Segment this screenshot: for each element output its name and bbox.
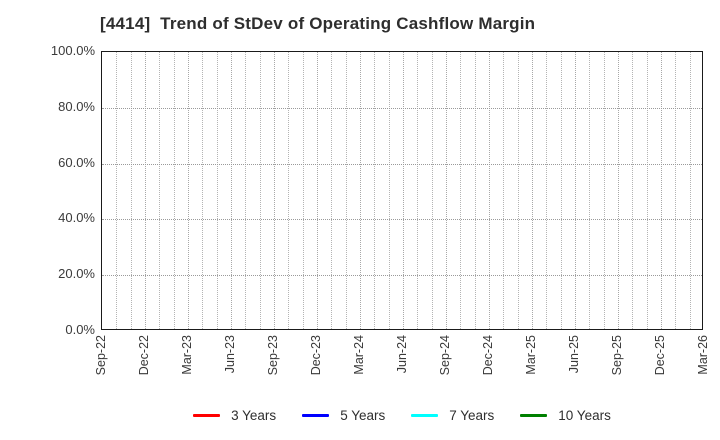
gridline-v (188, 52, 189, 329)
legend-swatch (302, 413, 330, 417)
x-tick-label: Jun-23 (223, 335, 237, 374)
gridline-v (546, 52, 548, 329)
gridline-v (646, 52, 648, 329)
gridline-v (431, 52, 433, 329)
x-tick-label: Dec-22 (137, 335, 151, 376)
x-tick-label: Dec-23 (309, 335, 323, 376)
x-tick-label: Dec-25 (653, 335, 667, 376)
gridline-h (102, 163, 702, 165)
gridline-v (374, 52, 376, 329)
gridline-v (603, 52, 605, 329)
gridline-v (517, 52, 519, 329)
chart-title: [4414] Trend of StDev of Operating Cashf… (100, 14, 536, 33)
gridline-v (317, 52, 318, 329)
gridline-v (532, 52, 533, 329)
gridline-v (259, 52, 261, 329)
gridline-h (102, 107, 702, 109)
x-tick-label: Mar-24 (352, 335, 366, 375)
gridline-v (503, 52, 505, 329)
x-tick-label: Sep-25 (610, 335, 624, 376)
gridline-v (403, 52, 404, 329)
gridline-v (675, 52, 677, 329)
gridline-v (460, 52, 462, 329)
y-tick-label: 100.0% (50, 43, 95, 58)
legend-item: 3 Years (193, 408, 276, 423)
gridline-v (159, 52, 161, 329)
legend-swatch (520, 413, 548, 417)
gridline-v (145, 52, 146, 329)
legend-swatch (411, 413, 439, 417)
gridline-v (446, 52, 447, 329)
x-tick-label: Sep-22 (94, 335, 108, 376)
legend-label: 3 Years (231, 407, 277, 423)
gridline-v (202, 52, 204, 329)
gridline-v (417, 52, 419, 329)
gridline-v (575, 52, 576, 329)
gridline-v (274, 52, 275, 329)
gridline-v (560, 52, 562, 329)
legend-item: 5 Years (302, 408, 385, 423)
x-tick-label: Mar-23 (180, 335, 194, 375)
legend-item: 7 Years (411, 408, 494, 423)
gridline-v (116, 52, 118, 329)
gridline-v (130, 52, 132, 329)
gridline-v (360, 52, 361, 329)
y-tick-label: 40.0% (58, 210, 95, 226)
x-tick-label: Dec-24 (481, 335, 495, 376)
gridline-v (589, 52, 591, 329)
gridline-v (173, 52, 175, 329)
legend-item: 10 Years (520, 408, 611, 423)
gridline-v (618, 52, 619, 329)
gridline-v (345, 52, 347, 329)
x-tick-label: Sep-23 (266, 335, 280, 376)
y-tick-label: 20.0% (58, 266, 95, 282)
x-tick-label: Mar-26 (696, 335, 710, 375)
gridline-v (302, 52, 304, 329)
legend-swatch (193, 413, 221, 417)
plot-area (101, 51, 703, 330)
gridline-v (489, 52, 490, 329)
x-tick-label: Jun-24 (395, 335, 409, 374)
gridline-v (288, 52, 290, 329)
gridline-h (102, 219, 702, 221)
gridline-v (245, 52, 247, 329)
legend-label: 10 Years (558, 407, 611, 423)
x-tick-label: Mar-25 (524, 335, 538, 375)
gridline-v (474, 52, 476, 329)
y-tick-label: 60.0% (58, 154, 95, 170)
legend-label: 7 Years (449, 407, 495, 423)
x-tick-label: Sep-24 (438, 335, 452, 376)
y-tick-label: 80.0% (58, 98, 95, 114)
gridline-v (632, 52, 634, 329)
gridline-h (102, 275, 702, 277)
gridline-v (231, 52, 232, 329)
gridline-v (331, 52, 333, 329)
legend: 3 Years 5 Years 7 Years 10 Years (101, 402, 703, 428)
gridline-v (689, 52, 691, 329)
legend-label: 5 Years (340, 407, 386, 423)
gridline-v (216, 52, 218, 329)
gridline-v (661, 52, 662, 329)
x-tick-label: Jun-25 (567, 335, 581, 374)
gridline-v (388, 52, 390, 329)
y-tick-label: 0.0% (65, 322, 95, 337)
